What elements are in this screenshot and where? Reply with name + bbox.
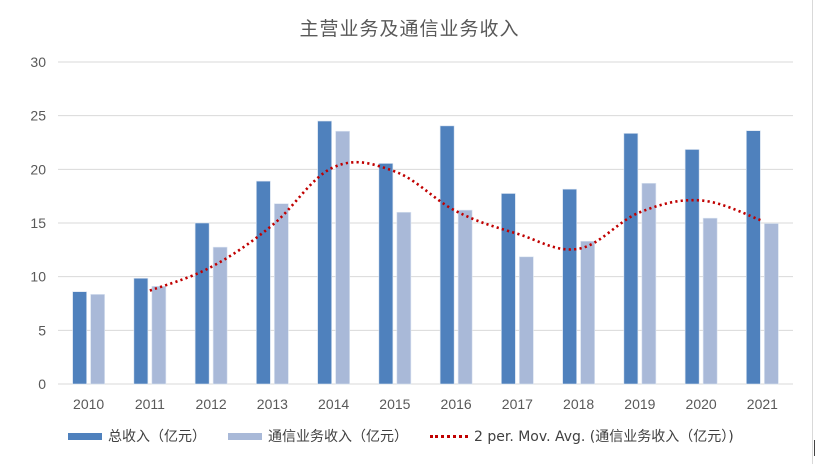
y-tick-label: 5	[38, 322, 46, 338]
x-tick-label: 2017	[502, 396, 533, 412]
legend-label: 2 per. Mov. Avg. (通信业务收入（亿元）)	[474, 429, 734, 445]
bar-total-revenue	[501, 193, 516, 385]
x-tick-label: 2015	[379, 396, 410, 412]
x-tick-label: 2018	[563, 396, 594, 412]
y-tick-label: 30	[30, 54, 46, 70]
bar-telecom-revenue	[702, 217, 718, 385]
x-tick-label: 2011	[135, 396, 165, 412]
x-tick-label: 2012	[196, 396, 227, 412]
legend-swatch-dark-blue	[68, 432, 102, 440]
x-tick-label: 2013	[257, 396, 288, 412]
bar-total-revenue	[72, 291, 87, 385]
bar-total-revenue	[317, 120, 332, 385]
y-tick-label: 15	[30, 215, 46, 231]
legend-label: 总收入（亿元）	[108, 429, 206, 445]
y-tick-label: 25	[30, 108, 46, 124]
bar-total-revenue	[746, 130, 761, 385]
legend: 总收入（亿元） 通信业务收入（亿元） 2 per. Mov. Avg. (通信业…	[68, 426, 756, 446]
x-tick-label: 2019	[624, 396, 655, 412]
moving-average-line	[149, 160, 763, 292]
bar-total-revenue	[256, 180, 271, 385]
bar-total-revenue	[133, 277, 149, 385]
bar-total-revenue	[378, 163, 394, 385]
chart-title: 主营业务及通信业务收入	[299, 18, 520, 40]
legend-item-total-revenue: 总收入（亿元）	[68, 426, 206, 446]
bar-series	[72, 120, 779, 385]
y-tick-label: 20	[30, 161, 46, 177]
bar-telecom-revenue	[90, 294, 105, 385]
legend-item-moving-average: 2 per. Mov. Avg. (通信业务收入（亿元）)	[430, 426, 734, 446]
legend-item-telecom-revenue: 通信业务收入（亿元）	[228, 426, 408, 446]
bar-total-revenue	[684, 149, 700, 385]
gridlines	[58, 61, 793, 385]
legend-label: 通信业务收入（亿元）	[268, 429, 408, 445]
bar-total-revenue	[623, 133, 639, 385]
bar-total-revenue	[562, 188, 577, 385]
y-axis-ticks: 0 5 10 15 20 25 30	[30, 54, 46, 392]
x-tick-label: 2021	[747, 396, 778, 412]
x-axis-ticks: 2010 2011 2012 2013 2014 2015 2016 2017 2018 2019…	[73, 396, 778, 412]
bar-telecom-revenue	[457, 209, 473, 385]
bar-telecom-revenue	[519, 256, 534, 385]
x-tick-label: 2016	[441, 396, 472, 412]
bar-total-revenue	[194, 222, 210, 385]
legend-swatch-dotted-red	[430, 434, 468, 438]
bar-telecom-revenue	[641, 182, 657, 385]
y-tick-label: 0	[38, 376, 46, 392]
bar-telecom-revenue	[151, 286, 167, 385]
legend-swatch-light-blue	[228, 432, 262, 440]
bar-telecom-revenue	[580, 240, 595, 385]
text-cursor	[814, 440, 815, 456]
x-tick-label: 2010	[73, 396, 104, 412]
bar-telecom-revenue	[212, 246, 228, 385]
bar-telecom-revenue	[764, 223, 779, 385]
moving-average-path	[149, 160, 763, 292]
bar-telecom-revenue	[396, 211, 412, 385]
bar-telecom-revenue	[335, 130, 350, 385]
chart-frame-border	[812, 0, 813, 464]
x-tick-label: 2014	[318, 396, 349, 412]
bar-total-revenue	[439, 125, 455, 385]
x-tick-label: 2020	[686, 396, 717, 412]
bar-telecom-revenue	[274, 203, 289, 385]
y-tick-label: 10	[30, 269, 46, 285]
